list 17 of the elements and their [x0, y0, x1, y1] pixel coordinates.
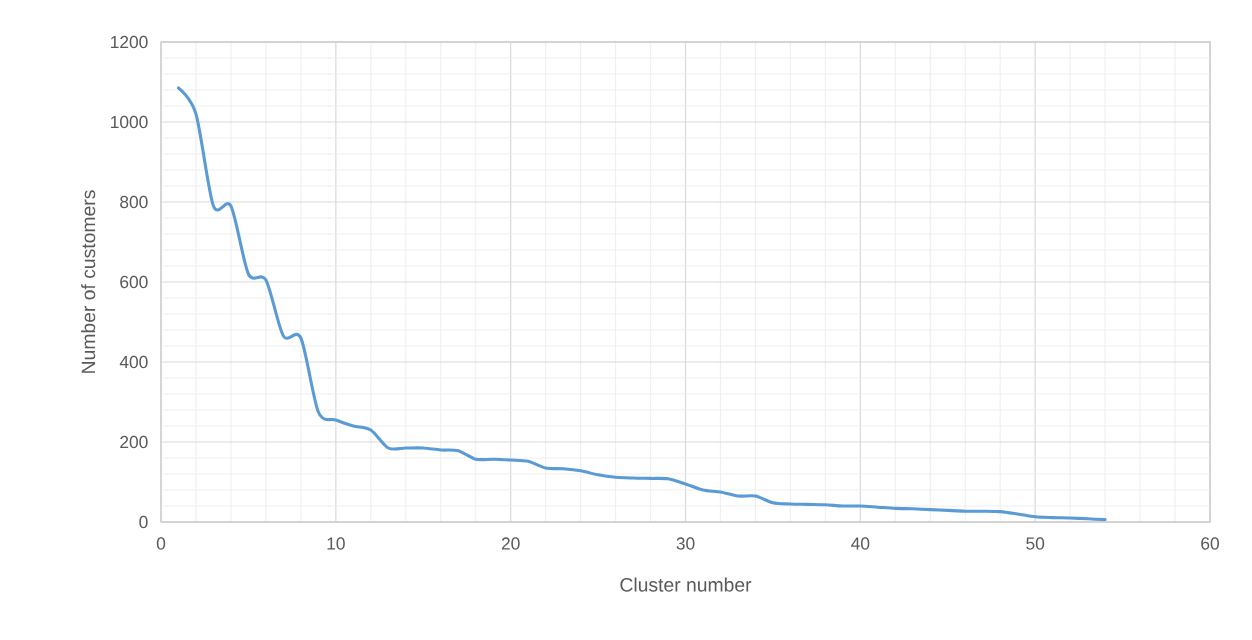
x-tick-label: 50 [1026, 537, 1045, 550]
x-tick-label: 30 [676, 537, 695, 550]
x-tick-label: 10 [327, 537, 345, 550]
y-tick-label: 1000 [111, 115, 148, 129]
y-tick-label: 400 [119, 355, 148, 369]
x-axis-title: Cluster number [620, 577, 752, 592]
x-tick-label: 0 [156, 537, 166, 550]
x-tick-label: 60 [1201, 537, 1219, 550]
line-series [176, 86, 1107, 522]
y-tick-label: 200 [120, 435, 148, 449]
y-tick-label: 800 [120, 195, 148, 209]
y-tick-label: 0 [139, 515, 148, 529]
x-tick-label: 40 [851, 537, 870, 550]
y-axis-title: Number of customers [81, 190, 96, 373]
y-tick-label: 1200 [111, 35, 148, 49]
y-tick-label: 600 [120, 275, 148, 289]
x-tick-label: 20 [501, 537, 520, 550]
